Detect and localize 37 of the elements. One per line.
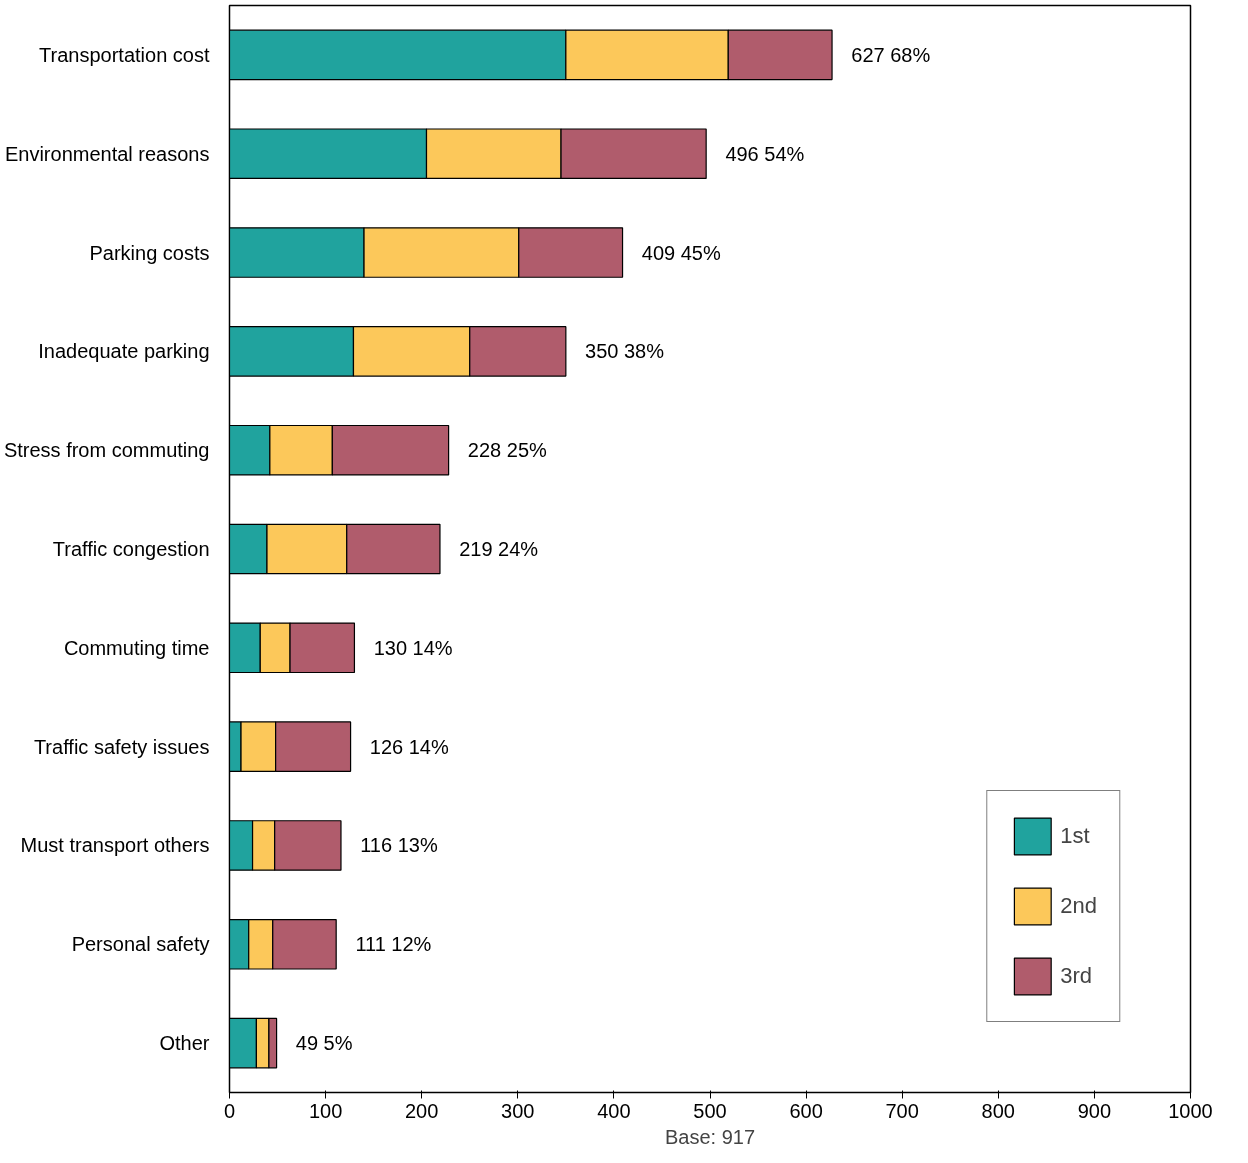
x-tick-label: 300 bbox=[501, 1099, 535, 1122]
y-tick-label: Traffic congestion bbox=[52, 538, 210, 560]
legend-label: 1st bbox=[1060, 823, 1090, 849]
x-tick-label: 500 bbox=[693, 1099, 727, 1122]
total-label: 228 25% bbox=[467, 439, 547, 462]
y-tick-label: Parking costs bbox=[89, 241, 210, 264]
total-label: 627 68% bbox=[851, 43, 931, 66]
y-tick-label: Environmental reasons bbox=[4, 142, 210, 165]
total-label: 219 24% bbox=[459, 538, 539, 560]
y-tick-label: Traffic safety issues bbox=[33, 735, 210, 758]
x-tick-label: 200 bbox=[405, 1099, 439, 1122]
y-tick-label: Transportation cost bbox=[39, 43, 210, 66]
x-tick-label: 400 bbox=[597, 1099, 631, 1122]
y-tick-label: Inadequate parking bbox=[38, 340, 210, 363]
total-label: 126 14% bbox=[369, 735, 449, 758]
x-tick-label: 1000 bbox=[1168, 1099, 1213, 1122]
total-label: 350 38% bbox=[585, 340, 665, 363]
x-tick-label: 700 bbox=[885, 1099, 919, 1122]
x-tick-label: 100 bbox=[308, 1099, 343, 1122]
x-tick-label: 600 bbox=[789, 1099, 823, 1122]
y-tick-label: Commuting time bbox=[63, 636, 210, 659]
x-tick-label: 800 bbox=[981, 1099, 1015, 1122]
total-label: 409 45% bbox=[641, 241, 721, 264]
x-tick-label: 0 bbox=[223, 1099, 236, 1122]
total-label: 111 12% bbox=[355, 933, 432, 956]
total-label: 130 14% bbox=[373, 636, 453, 659]
x-tick-label: 900 bbox=[1077, 1099, 1112, 1122]
total-label: 496 54% bbox=[725, 142, 805, 165]
y-tick-label: Must transport others bbox=[20, 834, 210, 857]
legend-label: 3rd bbox=[1060, 963, 1093, 989]
y-tick-label: Stress from commuting bbox=[3, 439, 210, 462]
x-axis-title: Base: 917 bbox=[664, 1125, 756, 1148]
total-label: 49 5% bbox=[295, 1032, 353, 1055]
legend-label: 2nd bbox=[1060, 893, 1097, 919]
y-tick-label: Other bbox=[159, 1032, 210, 1055]
total-label: 116 13% bbox=[360, 834, 438, 857]
y-tick-label: Personal safety bbox=[71, 933, 210, 956]
